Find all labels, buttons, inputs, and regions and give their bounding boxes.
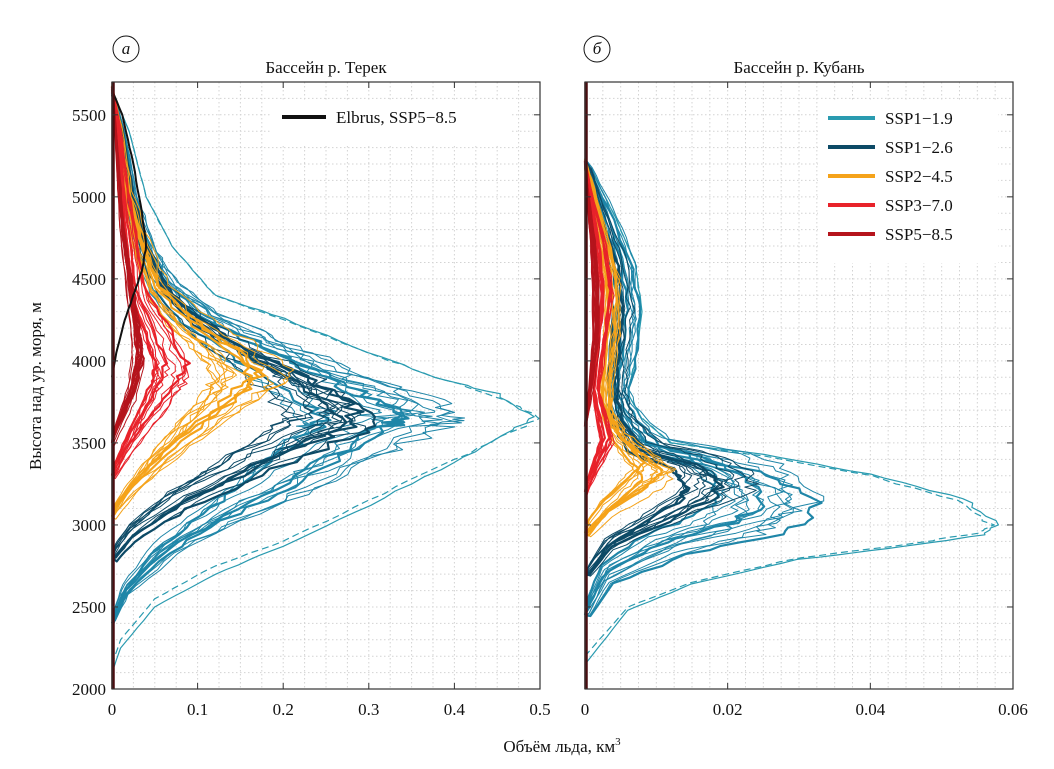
x-tick-label: 0.1: [187, 700, 208, 719]
series-line-ssp1-2-6: [584, 168, 731, 577]
series-line-ssp3-7-0: [111, 91, 176, 477]
x-tick-label: 0.02: [713, 700, 743, 719]
series-line-ssp3-7-0: [584, 164, 615, 493]
x-tick-label: 0.5: [529, 700, 550, 719]
panel-title: Бассейн р. Кубань: [734, 58, 865, 77]
y-tick-label: 4000: [72, 352, 106, 371]
panel-letter-circle: [112, 35, 140, 63]
x-axis-label-superscript: 3: [615, 736, 621, 748]
series-line-ssp5-8-5: [111, 87, 138, 443]
series-line-ssp2-4-5: [584, 163, 674, 534]
y-tick-label: 2500: [72, 598, 106, 617]
series-line-ssp1-1-9: [584, 159, 825, 616]
legend-label: SSP1−2.6: [885, 138, 953, 157]
panel-letter: а: [122, 39, 131, 58]
series-line-ssp1-1-9: [584, 163, 793, 616]
x-tick-label: 0.2: [273, 700, 294, 719]
series-line-ssp5-8-5: [111, 88, 134, 443]
series-line-ssp1-2-6: [111, 94, 367, 563]
x-axis-label: Объём льда, км3: [503, 736, 621, 756]
series-line-ssp2-4-5: [111, 85, 295, 517]
y-tick-label: 3500: [72, 434, 106, 453]
legend-label: Elbrus, SSP5−8.5: [336, 108, 457, 127]
series-line-ssp3-7-0: [584, 167, 605, 493]
legend-label: SSP2−4.5: [885, 167, 953, 186]
legend: SSP1−1.9 SSP1−2.6 SSP2−4.5 SSP3−7.0 SSP5−8.5: [818, 102, 998, 263]
series-line-ssp1-1-9: [584, 169, 794, 617]
series-group: [583, 157, 999, 665]
series-line-ssp3-7-0: [111, 93, 190, 477]
series-line-ssp1-2-6: [111, 87, 362, 559]
series-line-ssp1-1-9: [111, 92, 462, 624]
series-line-ssp1-2-6: [584, 162, 760, 575]
series-line-elbrus-ssp5-8-5: [111, 89, 147, 378]
series-line-ssp3-7-0: [111, 94, 185, 480]
x-tick-label: 0.4: [444, 700, 466, 719]
panel-letter: б: [593, 39, 602, 58]
x-tick-label: 0.3: [358, 700, 379, 719]
panel-letter-circle: [583, 35, 611, 63]
y-tick-label: 2000: [72, 680, 106, 699]
panel-terek: 0 0.1 0.2 0.3 0.4 0.5 2000 2500 3000 3500 4000 4500…: [72, 35, 551, 719]
plot-frame: [111, 81, 541, 690]
series-line-ssp5-8-5: [111, 94, 145, 448]
series-line-ssp1-1-9: [111, 89, 466, 624]
legend-background: [818, 102, 998, 263]
series-line-ssp3-7-0: [111, 89, 171, 476]
plot-frame: [584, 81, 1014, 690]
legend-label: SSP5−8.5: [885, 225, 953, 244]
series-line-ssp5-8-5: [584, 166, 600, 427]
panel-title: Бассейн р. Терек: [265, 58, 387, 77]
y-tick-label: 3000: [72, 516, 106, 535]
y-tick-label: 5000: [72, 188, 106, 207]
series-group: [110, 85, 540, 673]
series-line-ssp2-4-5: [111, 89, 289, 518]
y-tick-label: 4500: [72, 270, 106, 289]
series-line-ssp1-2-6: [584, 159, 747, 575]
x-tick-label: 0.06: [998, 700, 1028, 719]
legend-label: SSP1−1.9: [885, 109, 953, 128]
series-line-ssp1-1-9-initial: [111, 89, 535, 673]
series-line-ssp3-7-0: [111, 93, 159, 477]
series-line-ssp3-7-0: [111, 88, 187, 476]
series-line-ssp3-7-0: [584, 158, 613, 493]
y-axis-label: Высота над ур. моря, м: [26, 302, 45, 470]
x-tick-label: 0: [581, 700, 590, 719]
x-axis-label-text: Объём льда, км: [503, 737, 615, 756]
x-tick-label: 0.04: [855, 700, 885, 719]
legend: Elbrus, SSP5−8.5: [272, 101, 512, 146]
series-line-ssp1-2-6: [584, 161, 735, 575]
y-tick-label: 5500: [72, 106, 106, 125]
x-tick-label: 0: [108, 700, 117, 719]
series-line-ssp1-1-9: [584, 168, 784, 616]
series-line-ssp1-1-9: [111, 93, 316, 624]
series-line-ssp2-4-5: [111, 85, 228, 517]
legend-label: SSP3−7.0: [885, 196, 953, 215]
legend-background: [272, 101, 512, 146]
